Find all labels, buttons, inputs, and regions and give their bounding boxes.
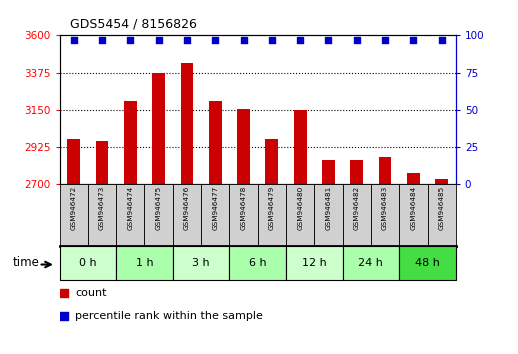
Bar xyxy=(96,142,108,184)
Text: GSM946472: GSM946472 xyxy=(71,186,77,230)
Text: GSM946475: GSM946475 xyxy=(155,186,162,230)
Bar xyxy=(229,246,286,280)
Point xyxy=(324,37,333,43)
Text: GSM946477: GSM946477 xyxy=(212,186,218,230)
Text: GSM946476: GSM946476 xyxy=(184,186,190,230)
Text: 1 h: 1 h xyxy=(136,258,153,268)
Point xyxy=(296,37,304,43)
Bar xyxy=(399,184,427,246)
Point xyxy=(126,37,135,43)
Text: 0 h: 0 h xyxy=(79,258,97,268)
Bar xyxy=(399,246,456,280)
Text: GSM946473: GSM946473 xyxy=(99,186,105,230)
Point xyxy=(60,313,68,318)
Text: 12 h: 12 h xyxy=(302,258,327,268)
Point xyxy=(409,37,418,43)
Bar xyxy=(294,110,307,184)
Bar xyxy=(60,246,116,280)
Text: GSM946474: GSM946474 xyxy=(127,186,133,230)
Text: 48 h: 48 h xyxy=(415,258,440,268)
Bar xyxy=(67,139,80,184)
Bar xyxy=(201,184,229,246)
Point xyxy=(239,37,248,43)
Bar xyxy=(407,172,420,184)
Point xyxy=(353,37,361,43)
Bar xyxy=(314,184,342,246)
Text: 3 h: 3 h xyxy=(192,258,210,268)
Text: GSM946479: GSM946479 xyxy=(269,186,275,230)
Bar xyxy=(88,184,116,246)
Bar xyxy=(379,157,392,184)
Bar xyxy=(181,63,193,184)
Bar xyxy=(342,184,371,246)
Text: GSM946484: GSM946484 xyxy=(410,186,416,230)
Bar xyxy=(173,184,201,246)
Point xyxy=(183,37,191,43)
Text: GSM946485: GSM946485 xyxy=(439,186,444,230)
Point xyxy=(438,37,446,43)
Point xyxy=(60,290,68,295)
Point xyxy=(381,37,389,43)
Text: 6 h: 6 h xyxy=(249,258,267,268)
Point xyxy=(69,37,78,43)
Point xyxy=(98,37,106,43)
Bar xyxy=(350,160,363,184)
Point xyxy=(154,37,163,43)
Text: GSM946481: GSM946481 xyxy=(325,186,332,230)
Text: GSM946483: GSM946483 xyxy=(382,186,388,230)
Text: count: count xyxy=(76,287,107,298)
Bar xyxy=(152,73,165,184)
Bar xyxy=(229,184,258,246)
Bar xyxy=(342,246,399,280)
Bar xyxy=(435,179,448,184)
Bar xyxy=(371,184,399,246)
Bar xyxy=(60,184,88,246)
Text: GDS5454 / 8156826: GDS5454 / 8156826 xyxy=(70,18,197,31)
Bar xyxy=(322,160,335,184)
Bar xyxy=(173,246,229,280)
Bar xyxy=(116,246,173,280)
Bar xyxy=(237,109,250,184)
Text: time: time xyxy=(13,256,40,269)
Bar xyxy=(427,184,456,246)
Text: percentile rank within the sample: percentile rank within the sample xyxy=(76,310,263,321)
Bar xyxy=(145,184,173,246)
Bar xyxy=(286,184,314,246)
Bar xyxy=(258,184,286,246)
Text: GSM946480: GSM946480 xyxy=(297,186,303,230)
Bar xyxy=(116,184,145,246)
Bar xyxy=(266,139,278,184)
Bar xyxy=(209,101,222,184)
Bar xyxy=(124,101,137,184)
Point xyxy=(268,37,276,43)
Text: GSM946482: GSM946482 xyxy=(354,186,360,230)
Bar xyxy=(286,246,342,280)
Text: GSM946478: GSM946478 xyxy=(240,186,247,230)
Point xyxy=(211,37,220,43)
Text: 24 h: 24 h xyxy=(358,258,383,268)
